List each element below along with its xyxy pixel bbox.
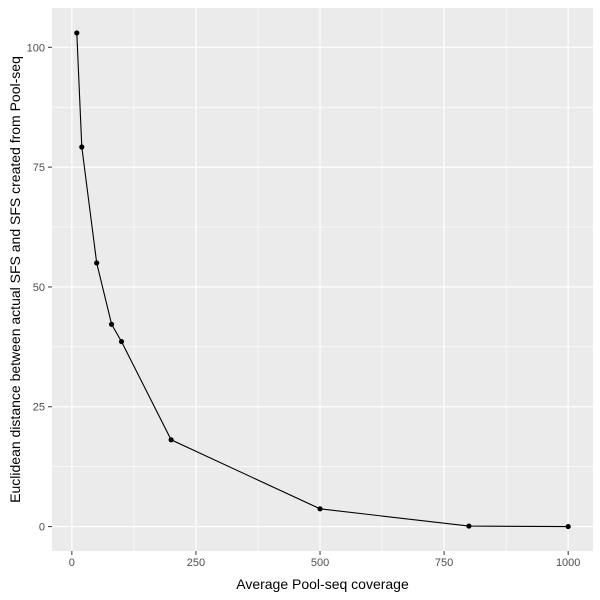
data-point <box>466 523 472 529</box>
x-tick-label: 500 <box>311 557 329 569</box>
data-point <box>94 260 100 266</box>
x-tick-label: 1000 <box>556 557 580 569</box>
y-tick-label: 100 <box>27 42 45 54</box>
data-point <box>118 338 125 345</box>
x-axis-ticks: 0 250 500 750 1000 <box>69 551 580 569</box>
x-tick-label: 750 <box>435 557 453 569</box>
x-tick-label: 0 <box>69 557 75 569</box>
plot-panel <box>52 8 593 551</box>
series <box>74 30 571 530</box>
data-point <box>79 144 85 150</box>
grid-minor <box>52 8 593 551</box>
y-tick-label: 50 <box>33 282 45 294</box>
y-axis-ticks: 0 25 50 75 100 <box>27 42 52 534</box>
y-tick-label: 25 <box>33 402 45 414</box>
y-tick-label: 75 <box>33 162 45 174</box>
y-axis-title: Euclidean distance between actual SFS an… <box>7 56 23 503</box>
data-point <box>317 506 323 512</box>
x-tick-label: 250 <box>187 557 205 569</box>
data-point <box>168 437 174 443</box>
data-point <box>74 30 80 36</box>
x-axis-title: Average Pool-seq coverage <box>236 576 409 592</box>
data-point <box>108 321 115 327</box>
data-point <box>565 523 571 530</box>
y-tick-label: 0 <box>39 522 45 534</box>
